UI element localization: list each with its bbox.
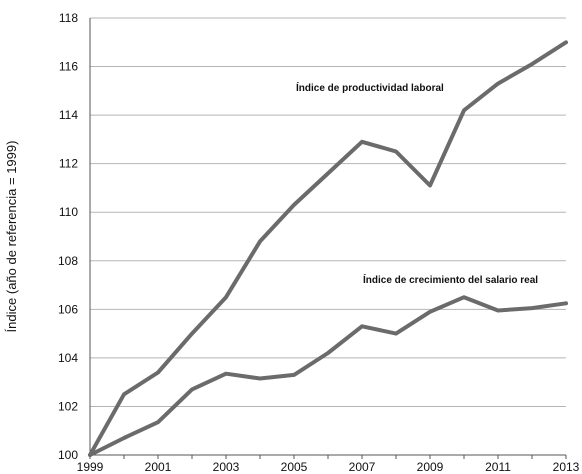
y-tick-108: 108 — [58, 254, 78, 268]
x-tick-2013: 2013 — [553, 460, 580, 474]
series-annotation-salario: Índice de crecimiento del salario real — [363, 273, 538, 286]
x-tick-2005: 2005 — [281, 460, 308, 474]
y-tick-118: 118 — [59, 11, 78, 25]
x-tick-2001: 2001 — [145, 460, 172, 474]
x-tick-2011: 2011 — [485, 460, 511, 474]
y-tick-labels: 100 102 104 106 108 110 112 114 116 118 — [58, 11, 78, 462]
x-tick-2003: 2003 — [213, 460, 240, 474]
series-lines — [88, 40, 568, 457]
y-tick-110: 110 — [59, 205, 78, 219]
y-tick-100: 100 — [58, 448, 78, 462]
y-tick-112: 112 — [59, 157, 78, 171]
series-annotation-productividad: Índice de productividad laboral — [296, 81, 444, 94]
y-tick-116: 116 — [59, 60, 78, 74]
y-tick-104: 104 — [58, 351, 78, 365]
series-line-1 — [88, 295, 568, 457]
y-tick-114: 114 — [59, 108, 78, 122]
x-tick-labels: 1999 2001 2003 2005 2007 2009 2011 2013 — [77, 455, 580, 474]
y-tick-102: 102 — [58, 399, 78, 413]
y-tick-106: 106 — [58, 302, 78, 316]
series-line-0 — [88, 40, 568, 457]
x-tick-1999: 1999 — [77, 460, 104, 474]
y-axis-label: Índice (año de referencia = 1999) — [4, 141, 19, 333]
x-tick-2007: 2007 — [349, 460, 376, 474]
x-tick-2009: 2009 — [417, 460, 444, 474]
